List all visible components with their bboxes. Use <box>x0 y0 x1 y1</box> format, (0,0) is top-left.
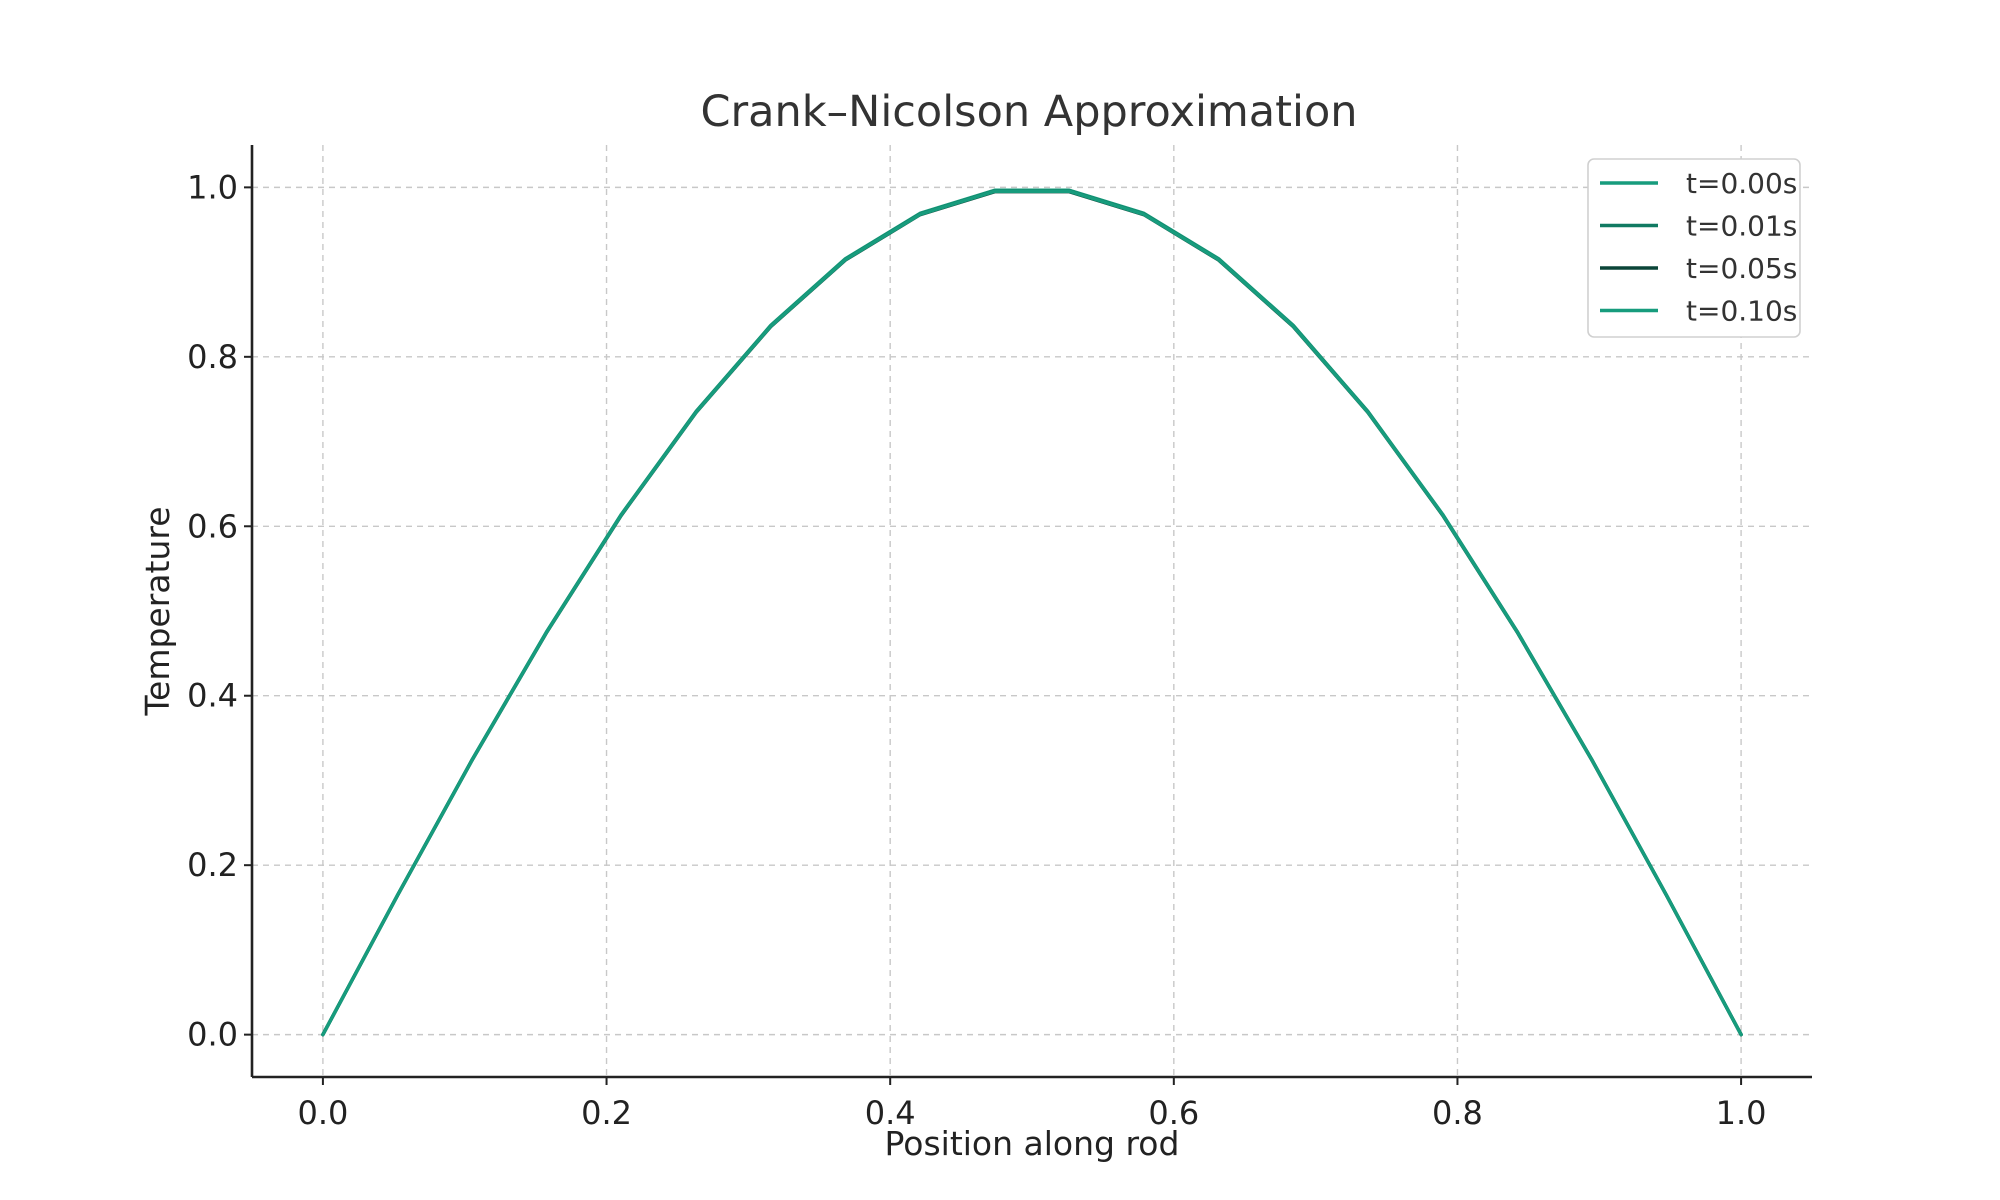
y-tick-label: 0.6 <box>187 507 238 545</box>
series-line-3 <box>321 189 1743 1037</box>
chart-title: Crank–Nicolson Approximation <box>700 87 1357 137</box>
x-tick-label: 0.4 <box>865 1094 916 1132</box>
x-tick-label: 0.0 <box>297 1094 348 1132</box>
y-tick-label: 0.4 <box>187 677 238 715</box>
legend-box <box>1587 158 1801 338</box>
legend-label-1: t=0.01s <box>1686 210 1797 243</box>
x-tick-label: 0.8 <box>1432 1094 1483 1132</box>
y-tick-label: 1.0 <box>187 168 238 206</box>
x-tick-label: 1.0 <box>1716 1094 1767 1132</box>
legend-label-0: t=0.00s <box>1686 167 1797 200</box>
y-tick-label: 0.0 <box>187 1016 238 1054</box>
x-axis-label: Position along rod <box>885 1124 1180 1163</box>
legend: t=0.00s t=0.01s t=0.05s t=0.10s <box>1587 158 1801 338</box>
axes <box>250 145 1812 1079</box>
legend-label-3: t=0.10s <box>1686 295 1797 328</box>
series-lines <box>321 188 1743 1037</box>
x-tick-label: 0.2 <box>581 1094 632 1132</box>
y-tick-label: 0.2 <box>187 846 238 884</box>
legend-label-2: t=0.05s <box>1686 252 1797 285</box>
x-tick-label: 0.6 <box>1148 1094 1199 1132</box>
y-tick-label: 0.8 <box>187 338 238 376</box>
y-axis-label: Temperature <box>138 506 177 716</box>
ticks: 0.0 0.2 0.4 0.6 0.8 1.0 0.0 0.2 0.4 0.6 0.8 1.0 <box>187 168 1766 1132</box>
grid-lines <box>252 145 1812 1077</box>
